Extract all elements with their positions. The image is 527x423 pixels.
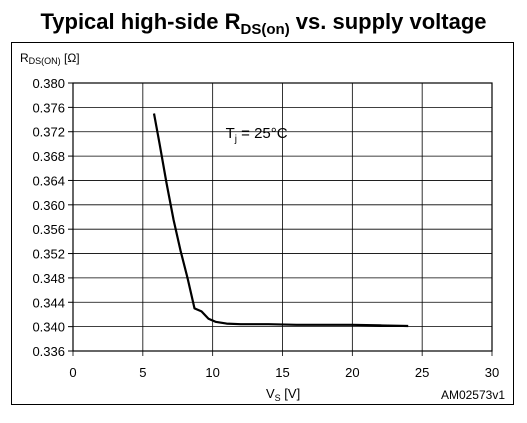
title-subscript: DS(on) xyxy=(240,21,290,38)
y-axis-label-sub: DS(ON) xyxy=(29,56,61,66)
x-axis-label-sub: S xyxy=(275,393,281,403)
x-tick-labels: 0 5 10 15 20 25 30 xyxy=(69,365,499,380)
y-tick-label: 0.340 xyxy=(32,320,65,335)
y-tick-label: 0.368 xyxy=(32,149,65,164)
title-main: Typical high-side R xyxy=(40,9,241,34)
y-tick-label: 0.352 xyxy=(32,247,65,262)
y-tick-label: 0.344 xyxy=(32,295,65,310)
x-axis-label-unit: [V] xyxy=(281,386,301,401)
title-suffix: vs. supply voltage xyxy=(289,9,487,34)
annotation-main: T xyxy=(226,125,235,142)
annotation-sub: j xyxy=(234,134,237,145)
y-axis-label-unit: [Ω] xyxy=(61,51,80,65)
x-axis-label: VS [V] xyxy=(266,386,300,403)
x-tick-label: 15 xyxy=(275,365,289,380)
x-tick-label: 20 xyxy=(345,365,359,380)
y-axis-label-main: R xyxy=(20,51,29,65)
x-tick-label: 25 xyxy=(415,365,429,380)
x-tick-label: 5 xyxy=(139,365,146,380)
y-tick-label: 0.364 xyxy=(32,173,65,188)
plot-area-border xyxy=(72,82,493,352)
y-tick-label: 0.360 xyxy=(32,198,65,213)
annotation-text: = 25°C xyxy=(237,125,288,142)
y-axis-label: RDS(ON) [Ω] xyxy=(20,51,80,66)
y-tick-label: 0.336 xyxy=(32,344,65,359)
y-tick-label: 0.380 xyxy=(32,76,65,91)
y-tick-label: 0.348 xyxy=(32,271,65,286)
y-tick-labels: 0.336 0.340 0.344 0.348 0.352 0.356 0.360 0.364… xyxy=(32,76,65,359)
x-tick-label: 10 xyxy=(205,365,219,380)
chart-frame xyxy=(11,42,514,405)
y-tick-label: 0.372 xyxy=(32,125,65,140)
figure-id: AM02573v1 xyxy=(441,388,505,402)
annotation-tj: Tj = 25°C xyxy=(226,125,288,145)
grid-lines xyxy=(68,82,493,356)
x-tick-label: 0 xyxy=(69,365,76,380)
y-tick-label: 0.356 xyxy=(32,222,65,237)
x-tick-label: 30 xyxy=(485,365,499,380)
y-tick-label: 0.376 xyxy=(32,100,65,115)
series-line xyxy=(152,113,409,328)
x-axis-label-main: V xyxy=(266,386,275,401)
chart-title: Typical high-side RDS(on) vs. supply vol… xyxy=(0,8,527,44)
